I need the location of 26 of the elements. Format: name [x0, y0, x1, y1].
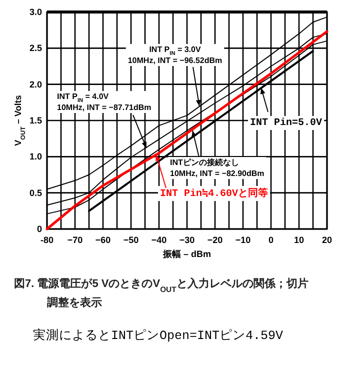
x-tick-label: 0 — [268, 235, 274, 245]
y-tick-label: 0.5 — [29, 188, 42, 198]
x-tick-label: −70 — [67, 235, 83, 245]
x-tick-label: −60 — [95, 235, 111, 245]
y-tick-label: 2.0 — [29, 79, 42, 90]
x-tick-label: −30 — [179, 235, 195, 245]
x-tick-label: −10 — [235, 235, 251, 245]
x-tick-label: -80 — [40, 235, 54, 245]
annotation: INTピンの接続なし 10MHz, INT = −82.90dBm — [170, 158, 264, 178]
x-tick-label: 20 — [322, 235, 332, 245]
y-tick-label: 0 — [36, 224, 42, 234]
x-tick-label: −20 — [207, 235, 223, 245]
x-tick-label: −40 — [151, 235, 167, 245]
text: INT Pin≒4.60Vと同等 — [160, 187, 268, 200]
annotation: INT P$_{IN}$ = 3.0V 10MHz, INT = −96.52dBm — [128, 45, 222, 65]
y-tick-label: 1.0 — [29, 152, 42, 162]
y-tick-label: 3.0 — [29, 7, 42, 17]
x-axis-title: 振幅 – dBm — [162, 249, 212, 259]
text: 実測によるとINTピンOpen=INTピン4.59V — [33, 327, 284, 343]
text: 図7. 電源電圧が5 VのときのV$_{OUT}$と入力レベルの関係；切片調整を表示 — [14, 278, 308, 309]
x-tick-label: −50 — [123, 235, 139, 245]
annotation: INT P$_{IN}$ = 4.0V 10MHz, INT = −87.71dBm — [57, 92, 152, 112]
annotation: INT Pin=5.0V — [250, 117, 322, 129]
x-tick-label: 10 — [294, 235, 304, 245]
y-tick-label: 1.5 — [29, 116, 42, 126]
y-tick-label: 2.5 — [29, 43, 42, 54]
